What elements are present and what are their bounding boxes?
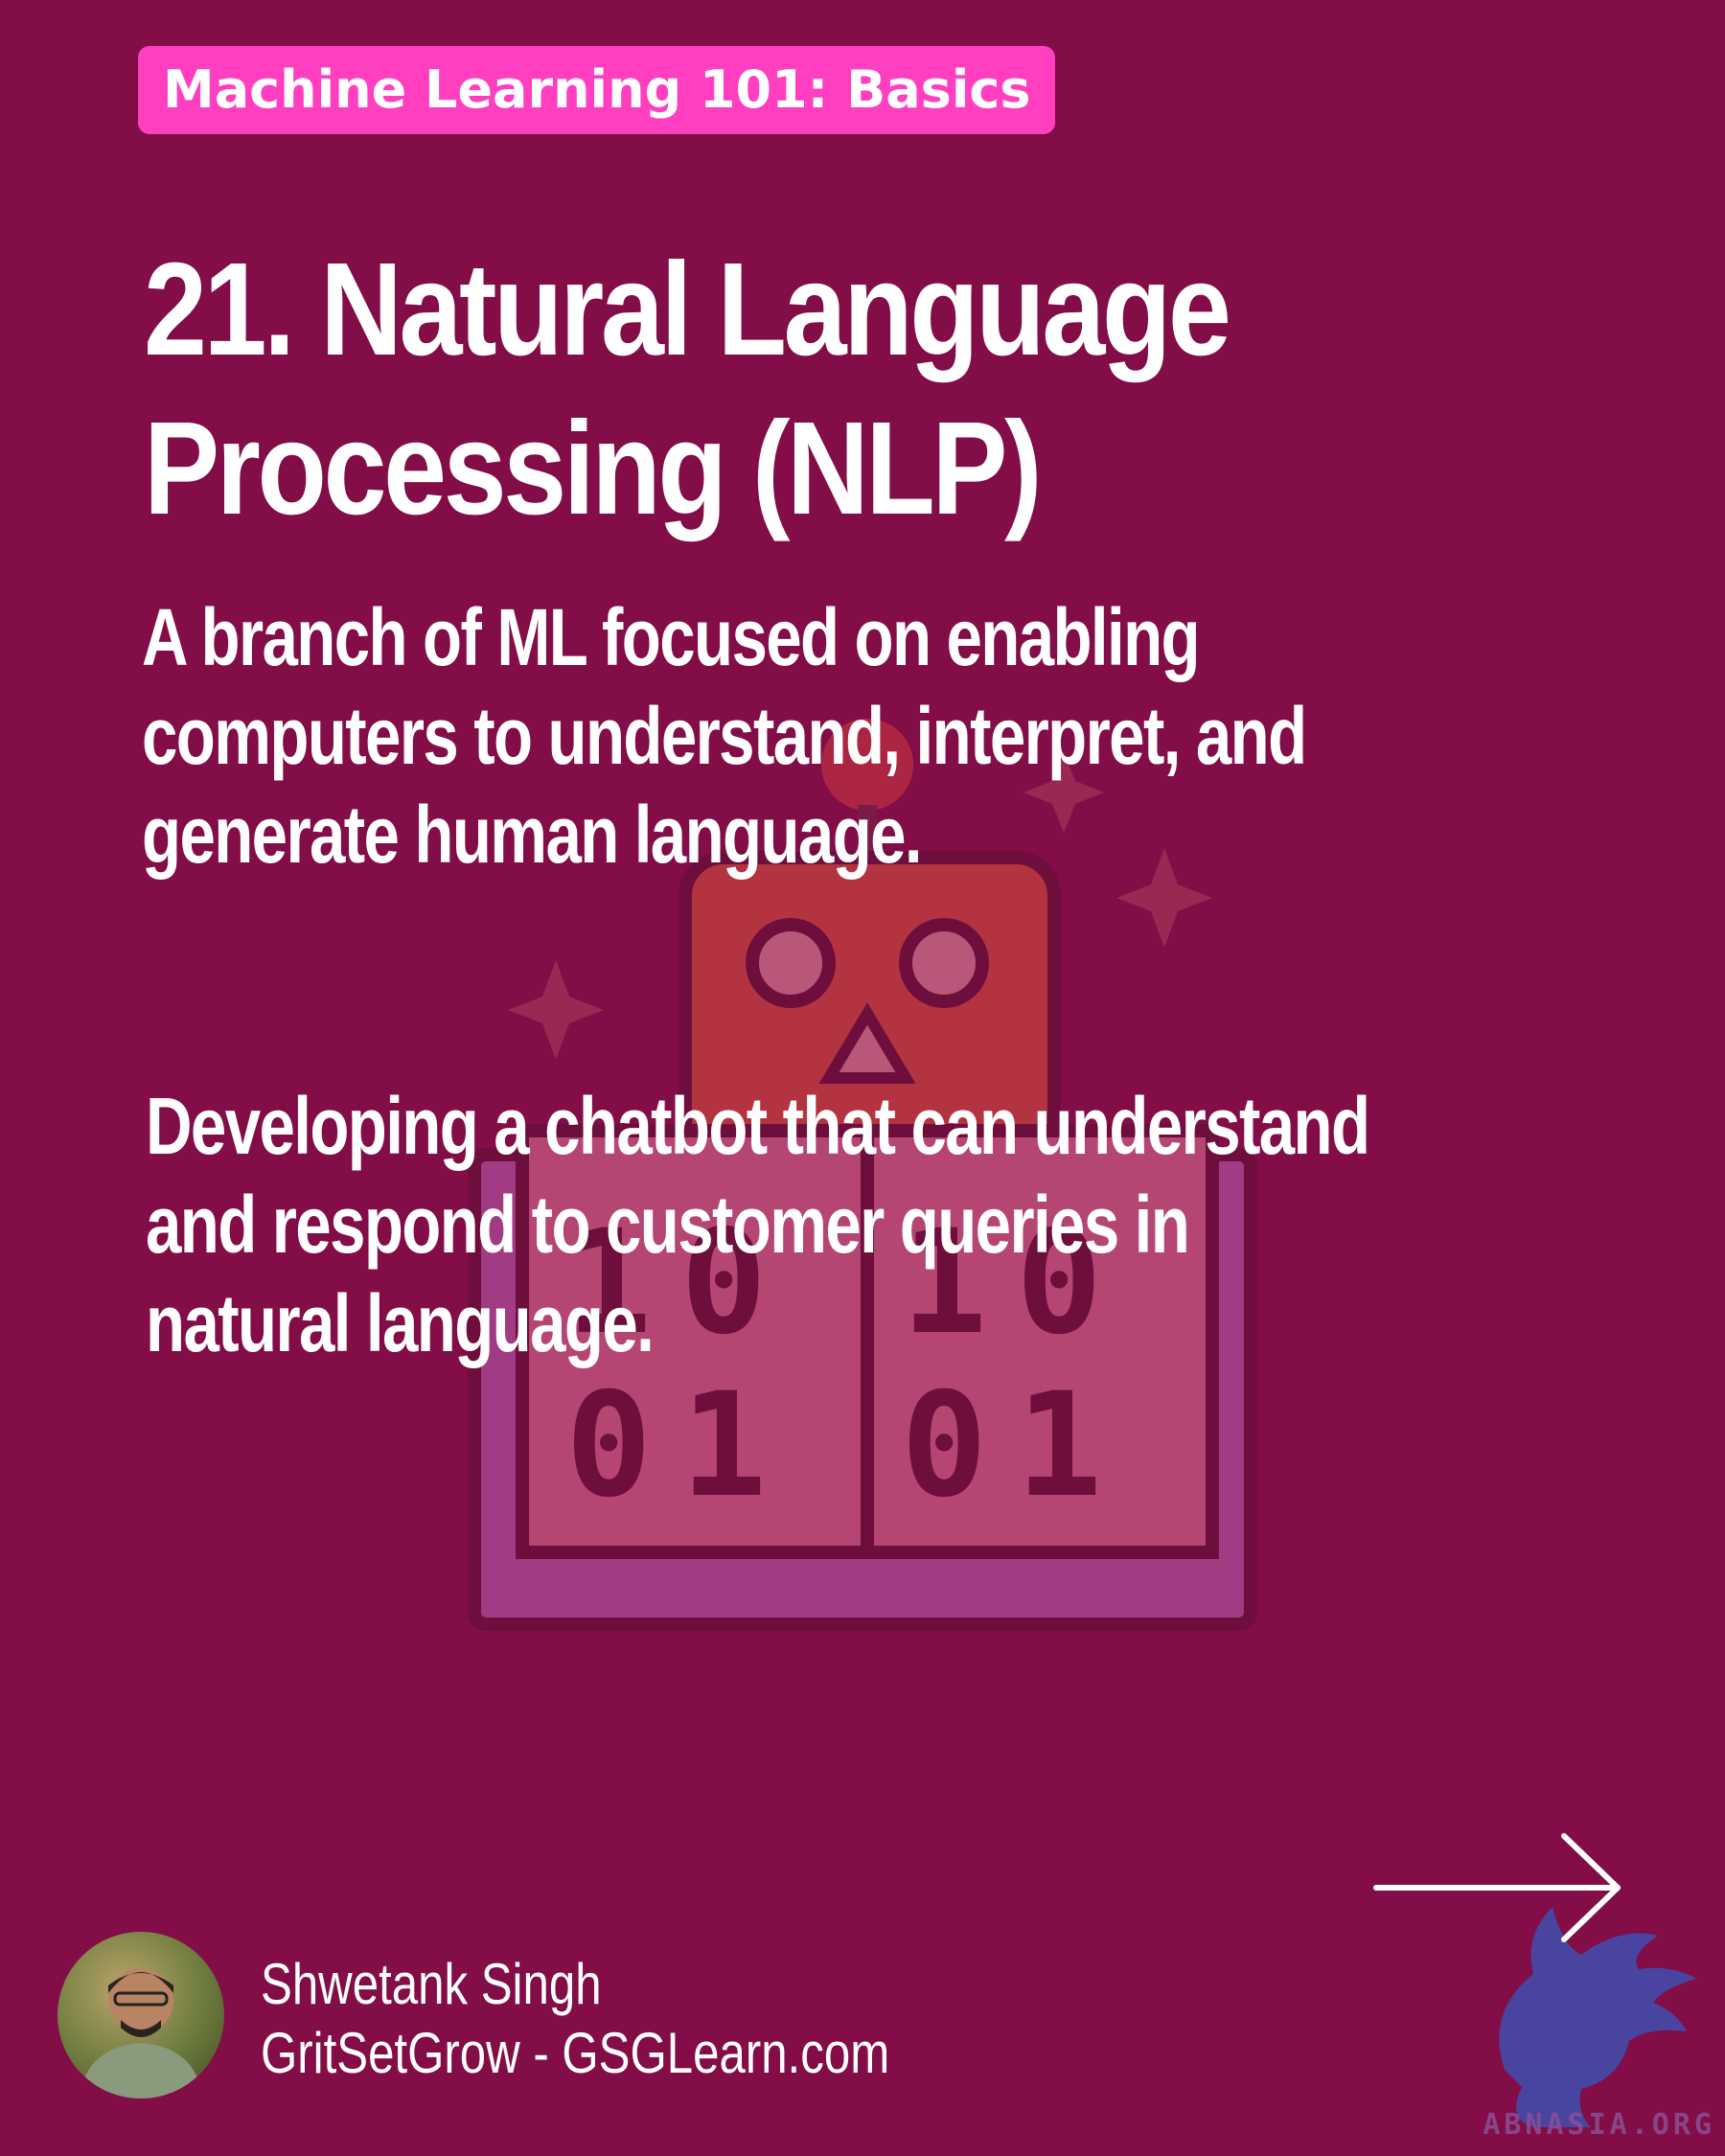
avatar-portrait-icon xyxy=(79,1968,203,2099)
svg-text:1: 1 xyxy=(680,1363,767,1529)
svg-text:1: 1 xyxy=(565,1200,652,1366)
definition-line-3: generate human language. xyxy=(142,790,923,880)
author-name: Shwetank Singh xyxy=(261,1952,602,2016)
definition-line-2: computers to understand, interpret, and xyxy=(142,691,1307,781)
svg-text:0: 0 xyxy=(565,1363,652,1529)
title-line-2: Processing (NLP) xyxy=(144,395,1043,542)
griffin-watermark-icon xyxy=(1499,1907,1696,2127)
sparkle-icon xyxy=(508,752,1212,1060)
example-text: Developing a chatbot that can understand… xyxy=(146,1077,1602,1373)
example-line-3: natural language. xyxy=(146,1278,655,1368)
example-line-1: Developing a chatbot that can understand xyxy=(146,1081,1370,1171)
right-arrow-icon[interactable] xyxy=(1372,1830,1631,1945)
svg-text:0: 0 xyxy=(1016,1200,1102,1366)
svg-text:1: 1 xyxy=(1016,1363,1102,1529)
example-line-2: and respond to customer queries in xyxy=(146,1180,1190,1270)
page-title: 21. Natural Language Processing (NLP) xyxy=(144,230,1380,548)
author-site: GritSetGrow - GSGLearn.com xyxy=(261,2021,890,2085)
svg-text:0: 0 xyxy=(901,1363,987,1529)
svg-text:1: 1 xyxy=(901,1200,987,1366)
watermark-text: ABNASIA.ORG xyxy=(1483,2108,1715,2142)
robot-illustration-icon: 1 0 1 0 0 1 0 1 xyxy=(468,719,1257,1631)
series-tag: Machine Learning 101: Basics xyxy=(138,46,1056,134)
title-line-1: 21. Natural Language xyxy=(144,236,1231,383)
avatar xyxy=(58,1932,224,2099)
definition-text: A branch of ML focused on enabling compu… xyxy=(142,588,1598,884)
svg-text:0: 0 xyxy=(680,1200,767,1366)
definition-line-1: A branch of ML focused on enabling xyxy=(142,592,1201,682)
